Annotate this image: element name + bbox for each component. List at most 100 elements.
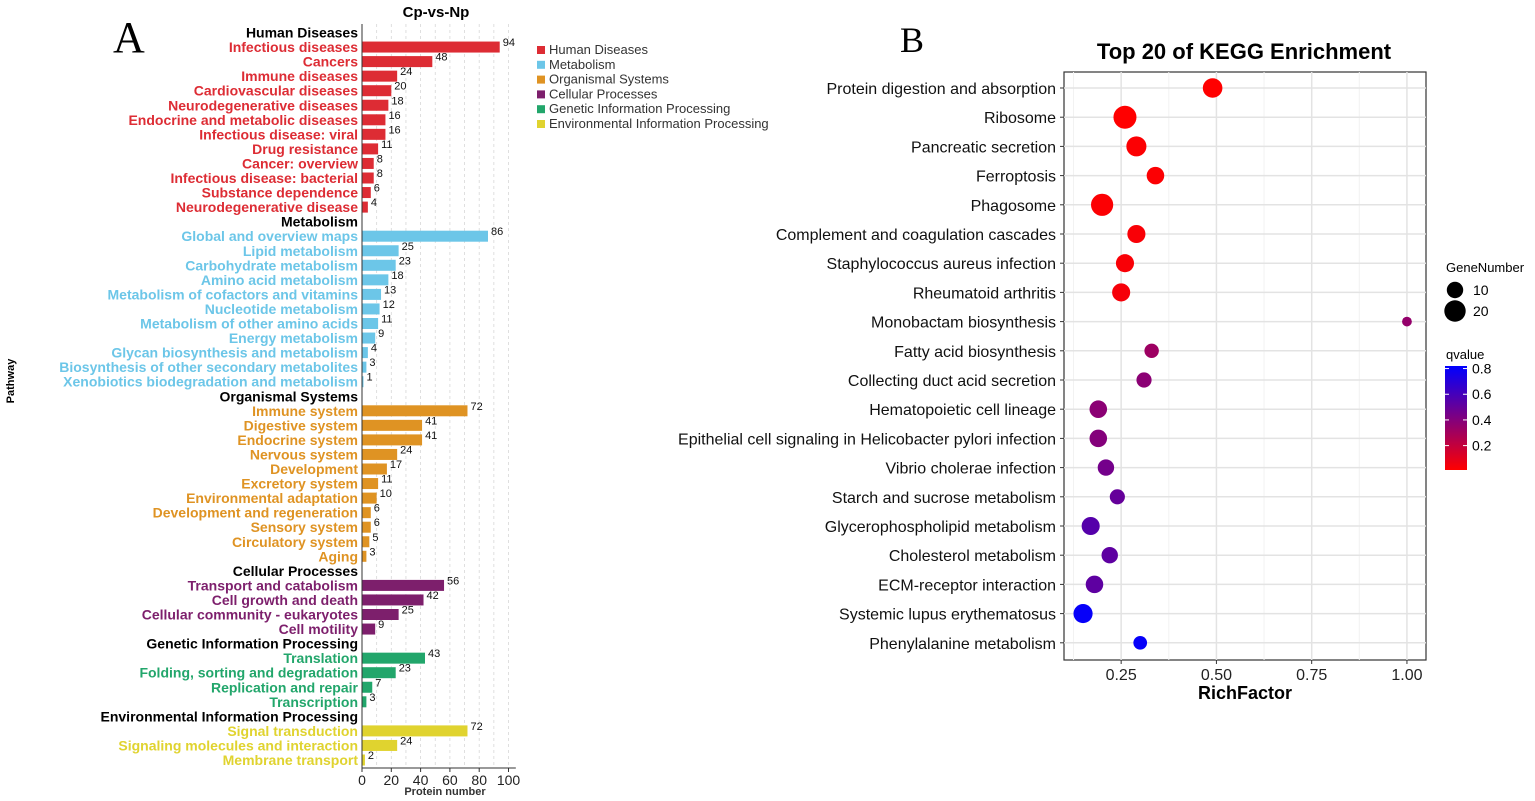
value-label: 8 bbox=[377, 168, 383, 180]
bar bbox=[362, 41, 500, 53]
bar bbox=[362, 259, 396, 271]
value-label: 94 bbox=[503, 37, 515, 49]
value-label: 24 bbox=[400, 444, 412, 456]
category-label: Translation bbox=[283, 650, 358, 666]
category-label: Cellular community - eukaryotes bbox=[142, 607, 359, 623]
value-label: 16 bbox=[388, 124, 400, 136]
category-label: Membrane transport bbox=[223, 752, 359, 768]
category-label: Cancer: overview bbox=[242, 155, 358, 171]
legend-swatch bbox=[537, 75, 545, 84]
value-label: 16 bbox=[388, 110, 400, 122]
pathway-label: ECM-receptor interaction bbox=[878, 577, 1056, 594]
value-label: 23 bbox=[399, 663, 411, 675]
bar bbox=[362, 536, 370, 548]
bar bbox=[362, 623, 376, 635]
category-label: Development bbox=[270, 461, 358, 477]
enrichment-point bbox=[1089, 429, 1108, 448]
enrichment-point bbox=[1090, 193, 1114, 216]
category-label: Neurodegenerative diseases bbox=[168, 97, 358, 113]
bar bbox=[362, 347, 368, 359]
colorbar-tick-label: 0.2 bbox=[1472, 438, 1492, 454]
bar bbox=[362, 114, 386, 126]
bar bbox=[362, 70, 398, 82]
category-label: Xenobiotics biodegradation and metabolis… bbox=[63, 374, 358, 390]
x-tick-label: 0.50 bbox=[1201, 667, 1232, 684]
legend-swatch bbox=[537, 60, 545, 69]
size-legend-label: 20 bbox=[1473, 303, 1489, 319]
category-label: Infectious diseases bbox=[229, 39, 358, 55]
bar-chart-title: Cp-vs-Np bbox=[403, 4, 470, 21]
value-label: 25 bbox=[402, 605, 414, 617]
category-label: Substance dependence bbox=[202, 185, 359, 201]
value-label: 12 bbox=[383, 299, 395, 311]
value-label: 72 bbox=[470, 401, 482, 413]
bar-chart: Cp-vs-Np Pathway Protein number Human Di… bbox=[5, 4, 769, 798]
enrichment-point bbox=[1101, 546, 1118, 564]
value-label: 9 bbox=[378, 328, 384, 340]
value-label: 24 bbox=[400, 66, 412, 78]
value-label: 86 bbox=[491, 226, 503, 238]
category-label: Transcription bbox=[269, 694, 358, 710]
pathway-label: Fatty acid biosynthesis bbox=[894, 344, 1056, 361]
category-label: Excretory system bbox=[241, 476, 358, 492]
legend-swatch bbox=[537, 105, 545, 114]
pathway-label: Staphylococcus aureus infection bbox=[827, 256, 1056, 273]
pathway-label: Ferroptosis bbox=[976, 169, 1056, 186]
bar bbox=[362, 85, 392, 97]
bar bbox=[362, 725, 468, 737]
value-label: 72 bbox=[470, 721, 482, 733]
pathway-label: Glycerophospholipid metabolism bbox=[825, 519, 1056, 536]
gene-number-legend-title: GeneNumber bbox=[1446, 260, 1525, 275]
value-label: 1 bbox=[366, 372, 372, 384]
category-label: Endocrine system bbox=[237, 432, 358, 448]
x-tick-label: 0.25 bbox=[1106, 667, 1137, 684]
value-label: 56 bbox=[447, 575, 459, 587]
bar bbox=[362, 405, 468, 417]
x-tick-label: 100 bbox=[497, 772, 521, 788]
enrichment-point bbox=[1073, 604, 1093, 624]
enrichment-point bbox=[1113, 105, 1137, 129]
x-tick-label: 80 bbox=[471, 772, 487, 788]
enrichment-point bbox=[1109, 489, 1125, 505]
bar bbox=[362, 187, 371, 199]
value-label: 18 bbox=[391, 270, 403, 282]
value-label: 43 bbox=[428, 648, 440, 660]
category-label: Cardiovascular diseases bbox=[194, 83, 358, 99]
category-label: Lipid metabolism bbox=[243, 243, 358, 259]
value-label: 24 bbox=[400, 735, 412, 747]
value-label: 18 bbox=[391, 95, 403, 107]
legend-label: Environmental Information Processing bbox=[549, 116, 769, 131]
bar bbox=[362, 579, 445, 591]
x-tick-label: 0 bbox=[358, 772, 366, 788]
bar bbox=[362, 143, 379, 155]
enrichment-point bbox=[1127, 224, 1146, 244]
bar bbox=[362, 303, 380, 315]
bar-chart-value-labels: 9448242018161611886486252318131211943172… bbox=[366, 37, 514, 762]
qvalue-legend: qvalue 0.2 0.4 0.6 0.8 bbox=[1445, 347, 1492, 470]
value-label: 3 bbox=[369, 546, 375, 558]
x-tick-label: 60 bbox=[442, 772, 458, 788]
category-label: Environmental adaptation bbox=[186, 490, 358, 506]
category-label: Neurodegenerative disease bbox=[176, 199, 358, 215]
value-label: 5 bbox=[372, 532, 378, 544]
pathway-label: Starch and sucrose metabolism bbox=[832, 490, 1056, 507]
legend-label: Organismal Systems bbox=[549, 72, 669, 87]
category-label: Cancers bbox=[303, 54, 358, 70]
value-label: 3 bbox=[369, 692, 375, 704]
value-label: 10 bbox=[380, 488, 392, 500]
bar bbox=[362, 463, 387, 475]
legend-label: Genetic Information Processing bbox=[549, 101, 730, 116]
x-tick-label: 1.00 bbox=[1391, 667, 1422, 684]
category-label: Immune diseases bbox=[241, 68, 358, 84]
enrichment-point bbox=[1146, 166, 1165, 185]
legend-label: Metabolism bbox=[549, 57, 615, 72]
category-label: Cell growth and death bbox=[212, 592, 358, 608]
enrichment-point bbox=[1081, 516, 1100, 536]
size-legend-dot bbox=[1444, 300, 1466, 322]
enrichment-point bbox=[1144, 343, 1159, 359]
bubble-chart-plot-area bbox=[1063, 71, 1427, 661]
category-label: Circulatory system bbox=[232, 534, 358, 550]
